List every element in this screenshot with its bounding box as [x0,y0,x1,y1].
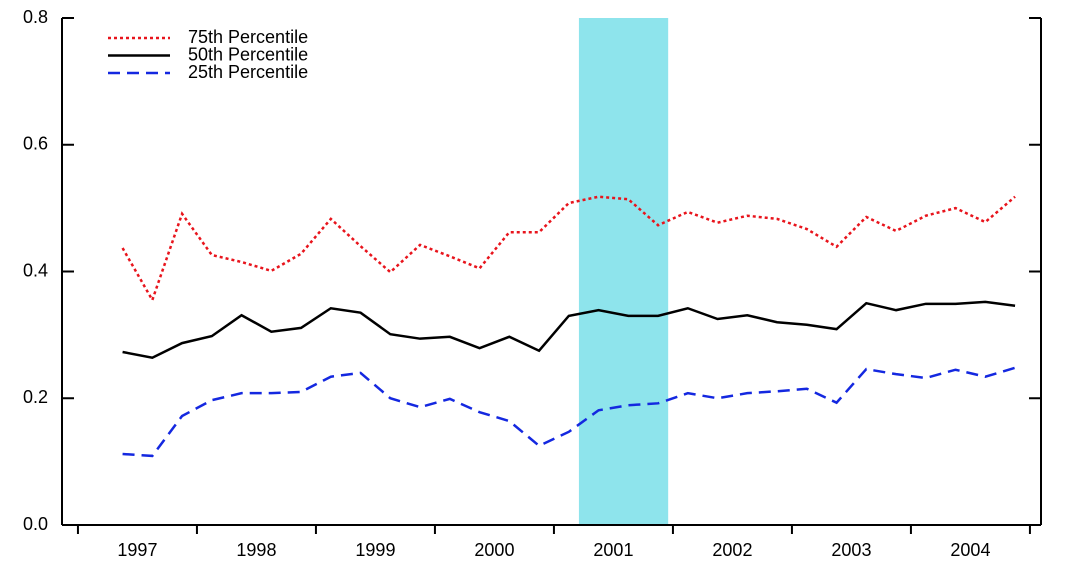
legend-label: 75th Percentile [188,27,308,47]
x-tick-label: 2001 [593,540,633,560]
y-tick-label: 0.6 [23,134,48,154]
legend-label: 25th Percentile [188,62,308,82]
shaded-region [578,18,669,525]
x-tick-label: 2003 [831,540,871,560]
x-tick-label: 1999 [355,540,395,560]
legend-label: 50th Percentile [188,44,308,64]
y-tick-label: 0.4 [23,260,48,280]
data-line [121,195,1016,304]
x-tick-label: 1998 [236,540,276,560]
x-tick-label: 2004 [950,540,990,560]
data-line [122,300,1016,359]
x-tick-label: 2002 [712,540,752,560]
x-tick-label: 2000 [474,540,514,560]
y-tick-label: 0.2 [23,387,48,407]
x-tick-label: 1997 [117,540,157,560]
y-tick-label: 0.8 [23,7,48,27]
data-line [122,366,1016,458]
y-tick-label: 0.0 [23,514,48,534]
